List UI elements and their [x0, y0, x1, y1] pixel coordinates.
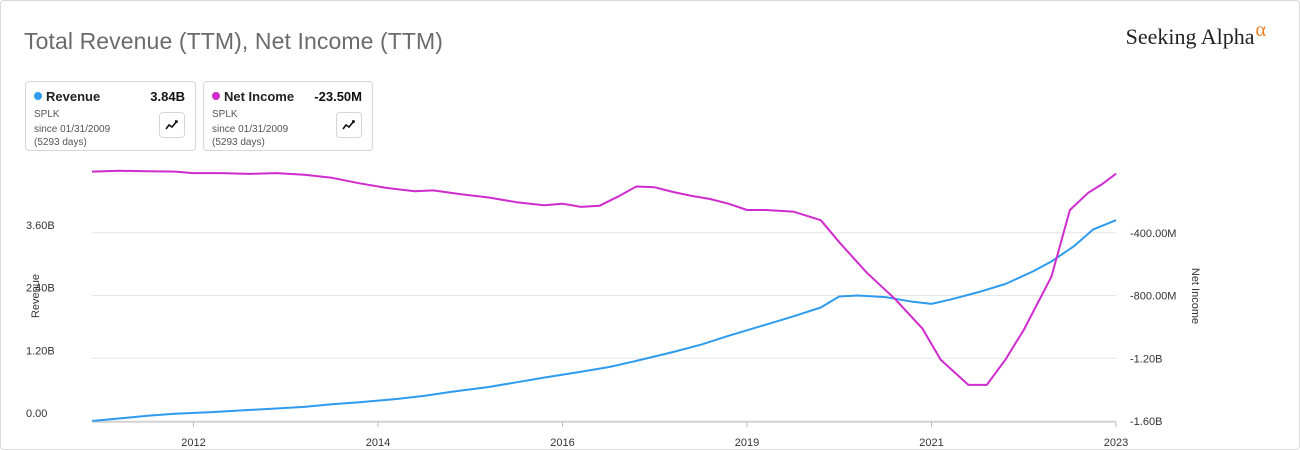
legend-card-revenue[interactable]: Revenue 3.84B SPLK since 01/31/2009 (529… — [25, 81, 196, 151]
legend-card-value: 3.84B — [150, 89, 185, 104]
x-tick-label: 2012 — [181, 437, 205, 449]
brand-name: Seeking Alpha — [1125, 24, 1255, 49]
left-tick-label: 0.00 — [26, 408, 47, 420]
legend-card-name: Revenue — [46, 89, 101, 104]
right-tick-label: -800.00M — [1130, 291, 1176, 303]
left-tick-label: 2.40B — [26, 283, 55, 295]
left-tick-label: 1.20B — [26, 345, 55, 357]
x-tick-label: 2023 — [1104, 437, 1128, 449]
sparkline-icon[interactable] — [159, 112, 185, 138]
revenue-dot-icon — [34, 92, 42, 100]
net-income-dot-icon — [212, 92, 220, 100]
x-tick-label: 2014 — [366, 437, 390, 449]
left-axis-title: Revenue — [30, 274, 42, 318]
x-tick-label: 2019 — [735, 437, 759, 449]
series-line-net-income — [91, 169, 1117, 386]
legend-card-since: since 01/31/2009 — [212, 124, 289, 135]
right-tick-label: -400.00M — [1130, 228, 1176, 240]
legend-card-net-income[interactable]: Net Income -23.50M SPLK since 01/31/2009… — [203, 81, 373, 151]
legend-card-days: (5293 days) — [34, 137, 87, 148]
right-tick-label: -1.20B — [1130, 353, 1162, 365]
series-line-revenue — [91, 219, 1117, 422]
legend-card-days: (5293 days) — [212, 137, 265, 148]
right-axis-title: Net Income — [1189, 268, 1201, 324]
brand-alpha-symbol: α — [1255, 19, 1266, 41]
legend-card-ticker: SPLK — [34, 109, 60, 120]
x-tick-label: 2021 — [919, 437, 943, 449]
right-tick-label: -1.60B — [1130, 416, 1162, 428]
brand-logo[interactable]: Seeking Alphaα — [1125, 19, 1266, 50]
sparkline-icon[interactable] — [336, 112, 362, 138]
x-tick-label: 2016 — [550, 437, 574, 449]
legend-card-name: Net Income — [224, 89, 295, 104]
legend-card-ticker: SPLK — [212, 109, 238, 120]
legend-card-since: since 01/31/2009 — [34, 124, 111, 135]
legend-card-value: -23.50M — [314, 89, 362, 104]
left-tick-label: 3.60B — [26, 220, 55, 232]
chart-title: Total Revenue (TTM), Net Income (TTM) — [24, 28, 444, 54]
